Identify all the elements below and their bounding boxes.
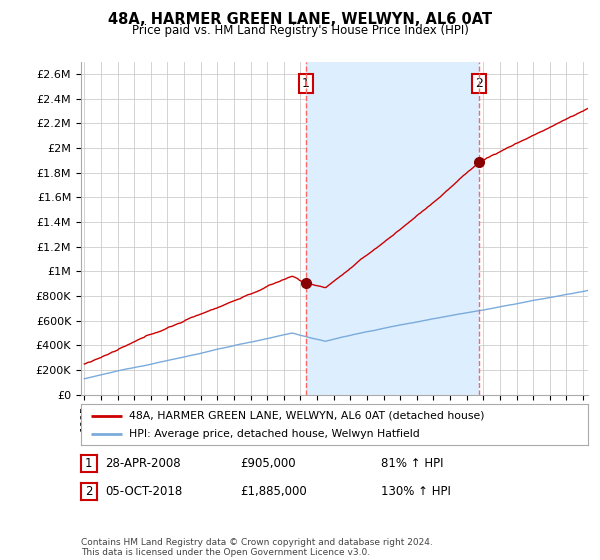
- Text: HPI: Average price, detached house, Welwyn Hatfield: HPI: Average price, detached house, Welw…: [129, 429, 420, 438]
- Text: 1: 1: [85, 456, 92, 470]
- Text: 1: 1: [302, 77, 310, 90]
- Text: £905,000: £905,000: [240, 456, 296, 470]
- Text: 05-OCT-2018: 05-OCT-2018: [105, 484, 182, 498]
- Text: 48A, HARMER GREEN LANE, WELWYN, AL6 0AT: 48A, HARMER GREEN LANE, WELWYN, AL6 0AT: [108, 12, 492, 27]
- Text: 2: 2: [85, 484, 92, 498]
- Text: 130% ↑ HPI: 130% ↑ HPI: [381, 484, 451, 498]
- Text: 28-APR-2008: 28-APR-2008: [105, 456, 181, 470]
- Text: 81% ↑ HPI: 81% ↑ HPI: [381, 456, 443, 470]
- Text: Contains HM Land Registry data © Crown copyright and database right 2024.
This d: Contains HM Land Registry data © Crown c…: [81, 538, 433, 557]
- Bar: [306, 62, 479, 395]
- Text: £1,885,000: £1,885,000: [240, 484, 307, 498]
- Text: Price paid vs. HM Land Registry's House Price Index (HPI): Price paid vs. HM Land Registry's House …: [131, 24, 469, 37]
- Text: 2: 2: [475, 77, 483, 90]
- Text: 48A, HARMER GREEN LANE, WELWYN, AL6 0AT (detached house): 48A, HARMER GREEN LANE, WELWYN, AL6 0AT …: [129, 411, 485, 421]
